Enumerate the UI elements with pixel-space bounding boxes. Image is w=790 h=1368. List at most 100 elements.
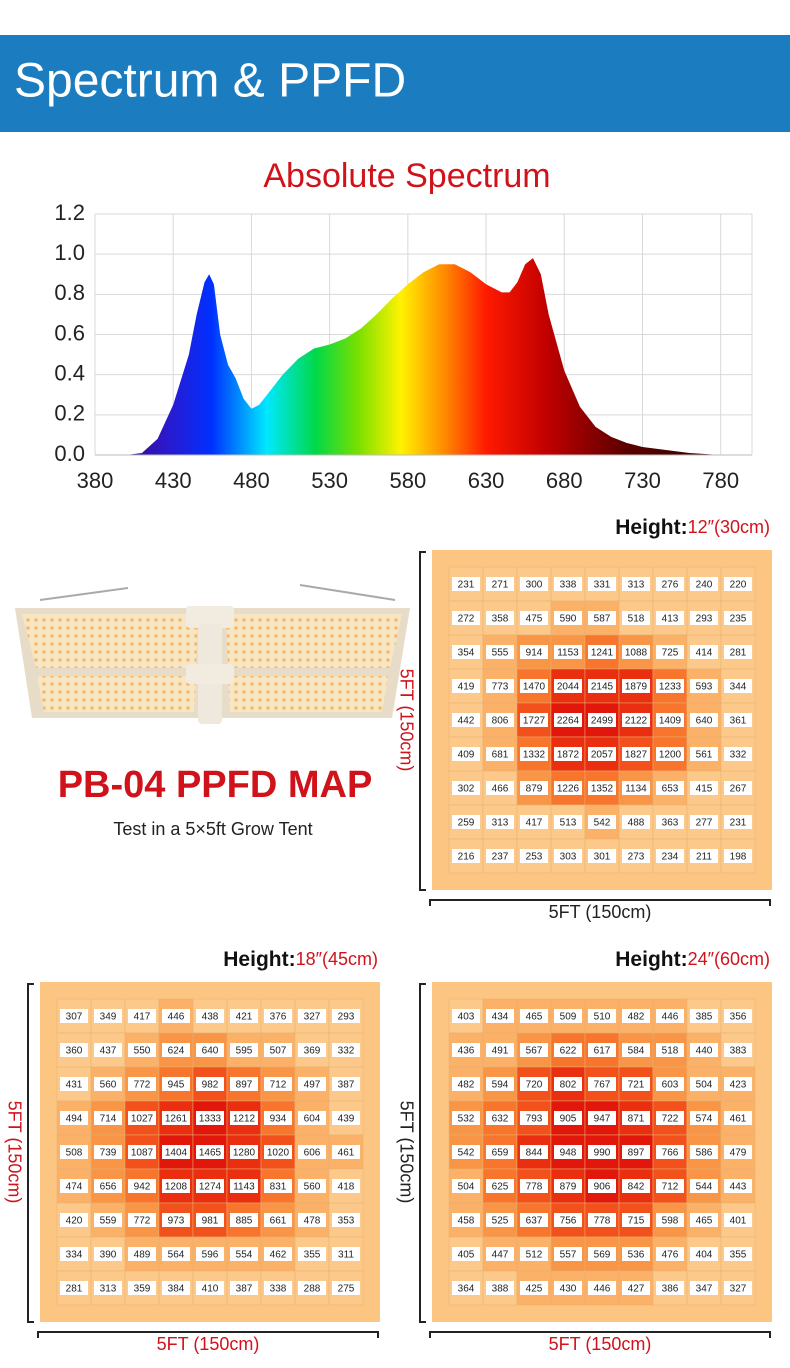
cell-value: 413 xyxy=(662,614,679,625)
cell-label-box xyxy=(264,1009,292,1023)
cell-value: 338 xyxy=(560,580,577,591)
cell-label-box xyxy=(196,1043,224,1057)
cell-label-box xyxy=(656,849,684,863)
cell-value: 331 xyxy=(594,580,611,591)
cell-value: 625 xyxy=(492,1182,509,1193)
spectrum-area xyxy=(126,258,737,455)
cell-value: 802 xyxy=(560,1080,577,1091)
cell-value: 301 xyxy=(594,852,611,863)
cell-value: 594 xyxy=(492,1080,509,1091)
cell-label-box xyxy=(332,1179,360,1193)
y-tick-label: 0.2 xyxy=(54,401,85,426)
cell-label-box xyxy=(622,1043,650,1057)
cell-label-box xyxy=(656,713,684,727)
cell-label-box xyxy=(554,1077,582,1091)
cell-label-box xyxy=(724,679,752,693)
cell-label-box xyxy=(656,1009,684,1023)
cell-value: 438 xyxy=(202,1012,219,1023)
cell-label-box xyxy=(452,1281,480,1295)
cell-value: 303 xyxy=(560,852,577,863)
cell-value: 253 xyxy=(526,852,543,863)
cell-value: 973 xyxy=(168,1216,185,1227)
cell-label-box xyxy=(162,1043,190,1057)
x-tick-label: 680 xyxy=(546,468,583,493)
cell-label-box xyxy=(332,1111,360,1125)
cell-value: 427 xyxy=(628,1284,645,1295)
cell-label-box xyxy=(298,1111,326,1125)
cell-value: 235 xyxy=(730,614,747,625)
cell-value: 1241 xyxy=(591,648,614,659)
cell-value: 293 xyxy=(338,1012,355,1023)
cell-value: 596 xyxy=(202,1250,219,1261)
cell-label-box xyxy=(520,611,548,625)
cell-value: 559 xyxy=(100,1216,117,1227)
cell-value: 466 xyxy=(492,784,509,795)
cell-value: 281 xyxy=(66,1284,83,1295)
side-bracket xyxy=(419,983,426,1323)
cell-value: 478 xyxy=(304,1216,321,1227)
cell-label-box xyxy=(690,1281,718,1295)
cell-label-box xyxy=(60,1213,88,1227)
cell-label-box xyxy=(554,849,582,863)
cell-value: 560 xyxy=(304,1182,321,1193)
cell-value: 1212 xyxy=(233,1114,256,1125)
cell-value: 288 xyxy=(304,1284,321,1295)
cell-value: 587 xyxy=(594,614,611,625)
cell-label-box xyxy=(588,1179,616,1193)
cell-value: 417 xyxy=(134,1012,151,1023)
cell-label-box xyxy=(452,611,480,625)
cell-label-box xyxy=(332,1281,360,1295)
cell-label-box xyxy=(622,1213,650,1227)
cell-label-box xyxy=(60,1043,88,1057)
cell-value: 420 xyxy=(66,1216,83,1227)
cell-value: 1088 xyxy=(625,648,648,659)
cell-value: 476 xyxy=(662,1250,679,1261)
cell-label-box xyxy=(588,611,616,625)
cell-value: 905 xyxy=(560,1114,577,1125)
cell-label-box xyxy=(94,1213,122,1227)
cell-label-box xyxy=(554,577,582,591)
cell-label-box xyxy=(656,1145,684,1159)
cell-value: 1409 xyxy=(659,716,682,727)
cell-value: 1404 xyxy=(165,1148,188,1159)
x-tick-label: 430 xyxy=(155,468,192,493)
cell-label-box xyxy=(264,1077,292,1091)
cell-label-box xyxy=(690,679,718,693)
cell-label-box xyxy=(128,1247,156,1261)
cell-label-box xyxy=(486,815,514,829)
cell-label-box xyxy=(452,1145,480,1159)
cell-label-box xyxy=(452,815,480,829)
cell-label-box xyxy=(452,713,480,727)
cell-value: 942 xyxy=(134,1182,151,1193)
cell-value: 489 xyxy=(134,1250,151,1261)
cell-label-box xyxy=(196,1213,224,1227)
cell-value: 1470 xyxy=(523,682,546,693)
cell-value: 355 xyxy=(730,1250,747,1261)
cell-value: 482 xyxy=(458,1080,475,1091)
cell-value: 569 xyxy=(594,1250,611,1261)
cell-value: 504 xyxy=(696,1080,713,1091)
cell-label-box xyxy=(452,747,480,761)
cell-label-box xyxy=(298,1043,326,1057)
cell-value: 376 xyxy=(270,1012,287,1023)
cell-value: 595 xyxy=(236,1046,253,1057)
x-tick-label: 580 xyxy=(389,468,426,493)
cell-value: 332 xyxy=(338,1046,355,1057)
cell-value: 383 xyxy=(730,1046,747,1057)
cell-value: 465 xyxy=(696,1216,713,1227)
cell-label-box xyxy=(690,645,718,659)
cell-label-box xyxy=(94,1043,122,1057)
cell-label-box xyxy=(622,815,650,829)
cell-label-box xyxy=(724,1281,752,1295)
cell-value: 220 xyxy=(730,580,747,591)
cell-value: 482 xyxy=(628,1012,645,1023)
cell-label-box xyxy=(230,1247,258,1261)
cell-value: 1208 xyxy=(165,1182,188,1193)
cell-value: 439 xyxy=(338,1114,355,1125)
cell-label-box xyxy=(162,1213,190,1227)
cell-label-box xyxy=(656,1077,684,1091)
ppfd-maps: 231 271 300 338 331 313 276 240 220 272 358 475 590 5… xyxy=(4,516,772,1354)
height-value: 12″(30cm) xyxy=(688,517,770,537)
cell-label-box xyxy=(724,815,752,829)
product-image xyxy=(15,584,410,724)
